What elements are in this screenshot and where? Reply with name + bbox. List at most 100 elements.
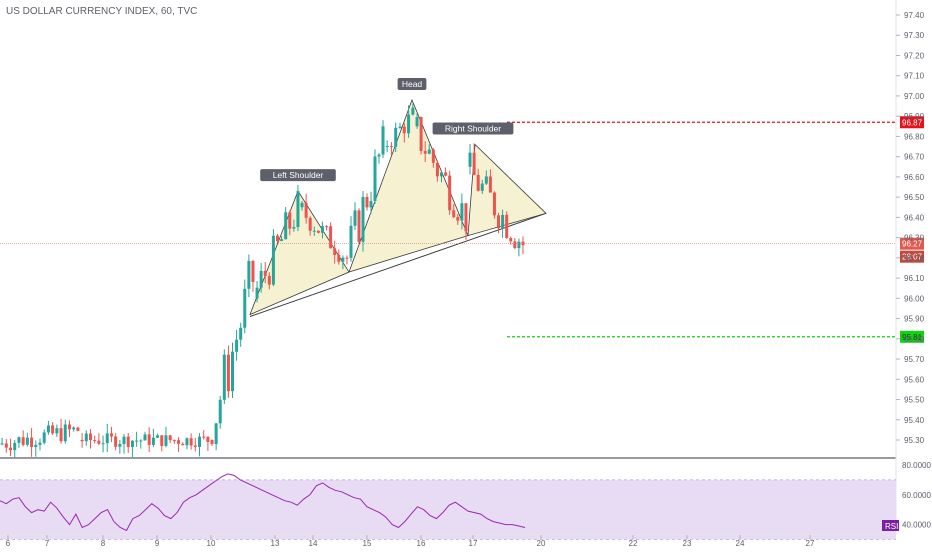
candle — [25, 432, 29, 447]
candle — [118, 440, 122, 454]
candle — [202, 430, 206, 440]
candle-body — [93, 440, 97, 442]
candle-body — [304, 202, 308, 218]
candle-body — [151, 437, 155, 445]
price-tick-label: 95.80 — [904, 335, 925, 344]
candle — [263, 262, 267, 284]
pattern-annotations: Left Shoulder Head Right Shoulder — [260, 78, 514, 182]
candle-body — [34, 444, 38, 448]
candle — [34, 440, 38, 457]
annotation-bg — [260, 169, 336, 182]
annotation-label: Left Shoulder — [273, 170, 324, 180]
candle — [312, 226, 316, 236]
candle — [185, 437, 189, 450]
candle-body — [172, 440, 176, 442]
candle-body — [415, 117, 419, 127]
candle-body — [13, 442, 17, 451]
candle-body — [419, 117, 423, 152]
rsi-tick-label: 80.0000 — [902, 461, 931, 470]
candle-body — [501, 214, 505, 229]
candle-body — [105, 433, 109, 444]
candle — [139, 439, 143, 449]
candle — [193, 437, 197, 452]
candle — [381, 120, 385, 158]
current-price-badge: 96.27 — [902, 240, 923, 249]
candle-body — [25, 437, 29, 445]
candle — [147, 427, 151, 452]
candle-body — [288, 212, 292, 229]
price-tick-label: 96.80 — [904, 132, 925, 141]
price-tick-label: 96.00 — [904, 294, 925, 303]
candle-body — [488, 176, 492, 193]
candle-body — [464, 203, 468, 232]
candle — [63, 419, 67, 444]
candle — [464, 203, 468, 240]
candle-body — [206, 436, 210, 442]
candle-body — [193, 445, 197, 447]
candle — [280, 235, 284, 242]
candle-body — [84, 433, 88, 442]
price-tick-label: 96.50 — [904, 193, 925, 202]
candle-body — [243, 288, 247, 328]
candle-body — [427, 149, 431, 154]
candle — [452, 203, 456, 219]
candle — [369, 191, 373, 214]
price-tick-label: 96.60 — [904, 173, 925, 182]
price-tick-label: 95.50 — [904, 396, 925, 405]
candle-body — [21, 437, 25, 445]
candle — [80, 433, 84, 448]
candle-body — [320, 226, 324, 233]
candle-body — [312, 230, 316, 232]
candle — [353, 202, 357, 230]
time-tick-label: 20 — [537, 539, 546, 548]
candle — [357, 208, 361, 244]
candle — [423, 141, 427, 162]
candle-body — [109, 433, 113, 437]
candle-body — [271, 235, 275, 285]
candle-body — [72, 427, 76, 430]
price-tick-label: 96.10 — [904, 274, 925, 283]
candle — [17, 436, 21, 448]
candle-body — [255, 287, 259, 299]
candle — [156, 433, 160, 439]
candle — [38, 438, 42, 451]
candle-body — [114, 436, 118, 447]
time-tick-label: 15 — [363, 539, 372, 548]
time-tick-label: 9 — [155, 539, 160, 548]
rsi-tick-label: 60.0000 — [902, 491, 931, 500]
candle-body — [30, 437, 34, 448]
candle — [501, 209, 505, 238]
candle — [251, 260, 255, 292]
candle-body — [263, 270, 267, 276]
candle — [59, 418, 63, 444]
candle-body — [365, 196, 369, 208]
candle — [172, 439, 176, 444]
candle-body — [333, 248, 337, 255]
candle — [361, 191, 365, 252]
candle-body — [130, 440, 134, 447]
candle — [0, 437, 4, 446]
candle-body — [55, 428, 59, 434]
green-target-badge: 95.81 — [902, 333, 923, 342]
candle — [316, 230, 320, 234]
countdown-badge-bg — [900, 250, 924, 263]
price-tick-label: 97.20 — [904, 51, 925, 60]
candle-body — [135, 440, 139, 442]
countdown-badge: 28:07 — [902, 253, 923, 262]
candle — [505, 211, 509, 239]
candle-body — [185, 438, 189, 446]
candle-body — [160, 435, 164, 446]
candle — [51, 422, 55, 435]
candle — [235, 329, 239, 361]
candle-body — [480, 183, 484, 191]
candle-body — [284, 212, 288, 240]
time-tick-label: 6 — [6, 539, 11, 548]
candle-body — [156, 435, 160, 438]
candle — [181, 442, 185, 446]
candle-body — [357, 210, 361, 242]
candle-body — [80, 440, 84, 442]
candle-body — [118, 444, 122, 447]
rsi-tick-label: 40.0000 — [902, 521, 931, 530]
